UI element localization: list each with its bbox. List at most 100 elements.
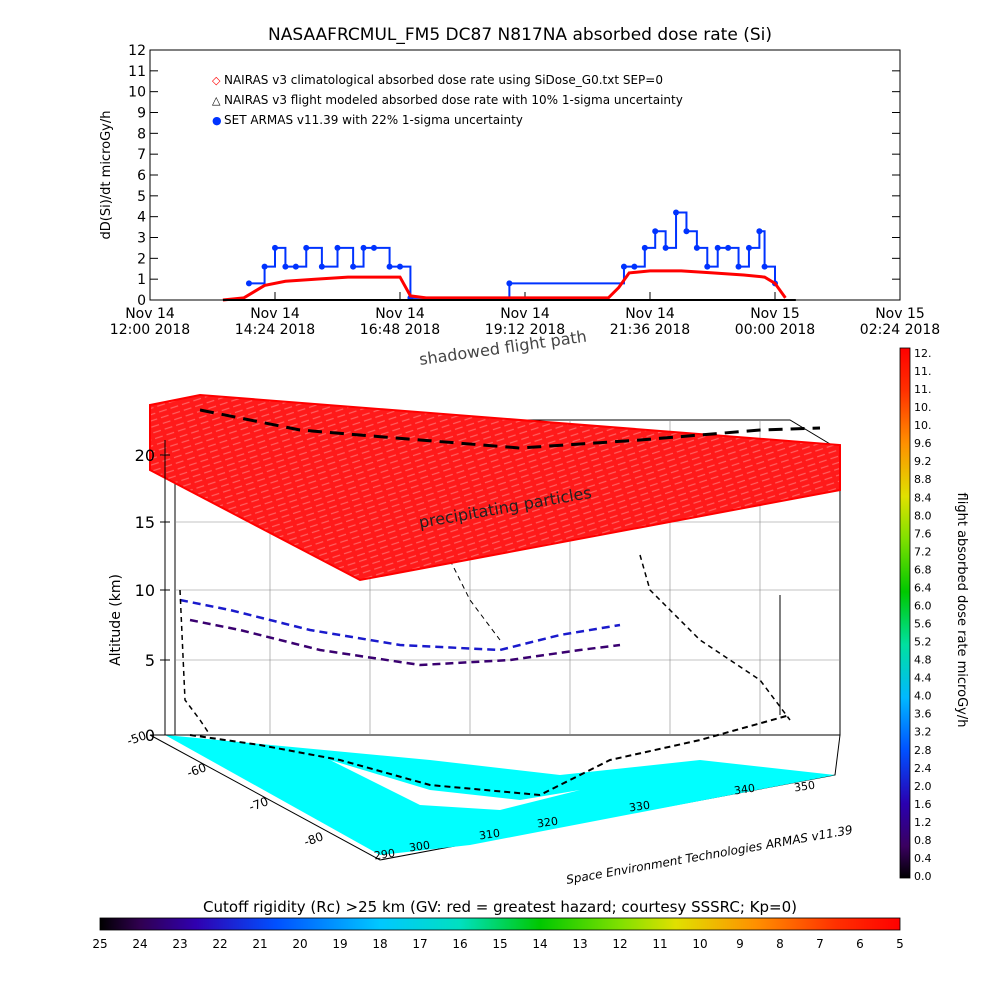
lon-tick-label: 310 <box>478 827 501 843</box>
lon-ticks: 290 300 310 320 330 340 350 <box>373 779 816 863</box>
x-tick-date: Nov 15 <box>750 306 800 322</box>
right-colorbar-tick: 2.4 <box>914 762 932 775</box>
y-tick-label: 8 <box>137 126 146 142</box>
series-nairas-line <box>222 269 787 302</box>
y-tick-label: 11 <box>128 64 146 80</box>
x-tick-time: 21:36 2018 <box>610 322 690 338</box>
legend-symbol: △ <box>212 94 221 107</box>
series-armas-point <box>282 263 289 270</box>
z-axis-label: Altitude (km) <box>108 574 124 666</box>
lon-tick-label: 290 <box>373 847 396 863</box>
bottom-colorbar-label: Cutoff rigidity (Rc) >25 km (GV: red = g… <box>203 898 797 916</box>
series-armas-point <box>261 263 268 270</box>
series-armas-point <box>245 280 252 287</box>
x-tick-time: 00:00 2018 <box>735 322 815 338</box>
flight-track-upper <box>179 598 621 652</box>
bottom-colorbar-tick: 24 <box>132 937 147 951</box>
series-armas-point <box>334 244 341 251</box>
right-colorbar-tick: 11. <box>914 383 932 396</box>
map-surface <box>165 735 835 855</box>
lon-tick-label: 300 <box>408 839 431 855</box>
lon-tick-label: 330 <box>628 799 651 815</box>
series-armas-point <box>272 244 278 251</box>
lat-ticks: -50 -60 -70 -80 <box>125 728 325 849</box>
x-tick-date: Nov 14 <box>625 306 675 322</box>
bottom-colorbar-tick: 19 <box>332 937 347 951</box>
y-tick-label: 6 <box>137 168 146 184</box>
series-armas-point <box>735 263 742 270</box>
series-armas-point <box>292 263 299 270</box>
z-tick-label: 5 <box>145 651 155 670</box>
lat-tick-label: -70 <box>247 794 270 814</box>
lat-tick-label: -50 <box>125 728 148 748</box>
right-colorbar-tick: 8.0 <box>914 509 932 522</box>
map-land <box>330 760 580 810</box>
bottom-colorbar-tick: 20 <box>292 937 307 951</box>
legend-label: SET ARMAS v11.39 with 22% 1-sigma uncert… <box>224 113 523 127</box>
series-armas-point <box>683 228 690 235</box>
series-armas-line <box>248 211 776 299</box>
x-tick-date: Nov 14 <box>375 306 425 322</box>
x-tick-date: Nov 14 <box>500 306 550 322</box>
series-armas-point <box>386 263 393 270</box>
right-colorbar <box>899 347 911 879</box>
bottom-colorbar-tick: 13 <box>572 937 587 951</box>
right-colorbar-tick: 2.0 <box>914 780 932 793</box>
right-colorbar-tick: 1.2 <box>914 816 932 829</box>
right-colorbar-tick: 5.2 <box>914 636 932 649</box>
y-tick-label: 5 <box>137 189 146 205</box>
right-colorbar-tick: 11. <box>914 365 932 378</box>
bottom-colorbar <box>99 917 901 931</box>
top-y-axis-label: dD(Si)/dt microGy/h <box>99 111 114 240</box>
bottom-colorbar-tick: 9 <box>736 937 744 951</box>
right-colorbar-tick: 9.6 <box>914 437 932 450</box>
bottom-colorbar-tick: 23 <box>172 937 187 951</box>
right-colorbar-tick: 3.6 <box>914 708 932 721</box>
legend-symbol: ● <box>212 114 222 127</box>
series-armas-point <box>714 244 721 251</box>
legend-label: NAIRAS v3 flight modeled absorbed dose r… <box>224 93 683 107</box>
legend-label: NAIRAS v3 climatological absorbed dose r… <box>224 73 663 87</box>
top-plot-frame <box>149 49 901 301</box>
bottom-colorbar-tick: 8 <box>776 937 784 951</box>
right-colorbar-tick: 12. <box>914 347 932 360</box>
y-tick-label: 9 <box>137 106 146 122</box>
top-chart-title: NASAAFRCMUL_FM5 DC87 N817NA absorbed dos… <box>268 25 772 45</box>
legend-symbol: ◇ <box>212 74 221 87</box>
lon-tick-label: 320 <box>536 815 559 831</box>
precipitating-particles-slab <box>149 393 841 582</box>
right-colorbar-tick: 10. <box>914 419 932 432</box>
bottom-colorbar-tick: 18 <box>372 937 387 951</box>
right-colorbar-tick: 0.4 <box>914 852 932 865</box>
lat-tick-label: -60 <box>185 760 208 780</box>
z-tick-label: 20 <box>135 446 155 465</box>
x-tick-time: 19:12 2018 <box>485 322 565 338</box>
bottom-colorbar-tick: 15 <box>492 937 507 951</box>
series-armas-point <box>318 263 325 270</box>
x-tick-time: 16:48 2018 <box>360 322 440 338</box>
series-armas-point <box>652 228 659 235</box>
x-tick-time: 02:24 2018 <box>860 322 940 338</box>
x-tick-date: Nov 15 <box>875 306 925 322</box>
x-tick-time: 14:24 2018 <box>235 322 315 338</box>
bottom-colorbar-tick: 7 <box>816 937 824 951</box>
series-armas-point <box>725 244 732 251</box>
lat-tick-label: -80 <box>302 829 325 849</box>
flight-track-lower <box>189 618 621 667</box>
series-armas-point <box>303 244 310 251</box>
right-colorbar-tick: 2.8 <box>914 744 932 757</box>
x-tick-time: 12:00 2018 <box>110 322 190 338</box>
z-ticks: 0 5 10 15 20 <box>135 446 170 745</box>
lon-tick-label: 350 <box>793 779 816 795</box>
y-tick-label: 4 <box>137 210 146 226</box>
series-armas-point <box>693 244 700 251</box>
bottom-colorbar-tick: 14 <box>532 937 547 951</box>
y-tick-label: 2 <box>137 251 146 267</box>
series-armas-point <box>620 263 627 270</box>
slab-track <box>199 408 821 450</box>
series-armas-point <box>360 244 367 251</box>
series-armas-point <box>397 263 403 270</box>
